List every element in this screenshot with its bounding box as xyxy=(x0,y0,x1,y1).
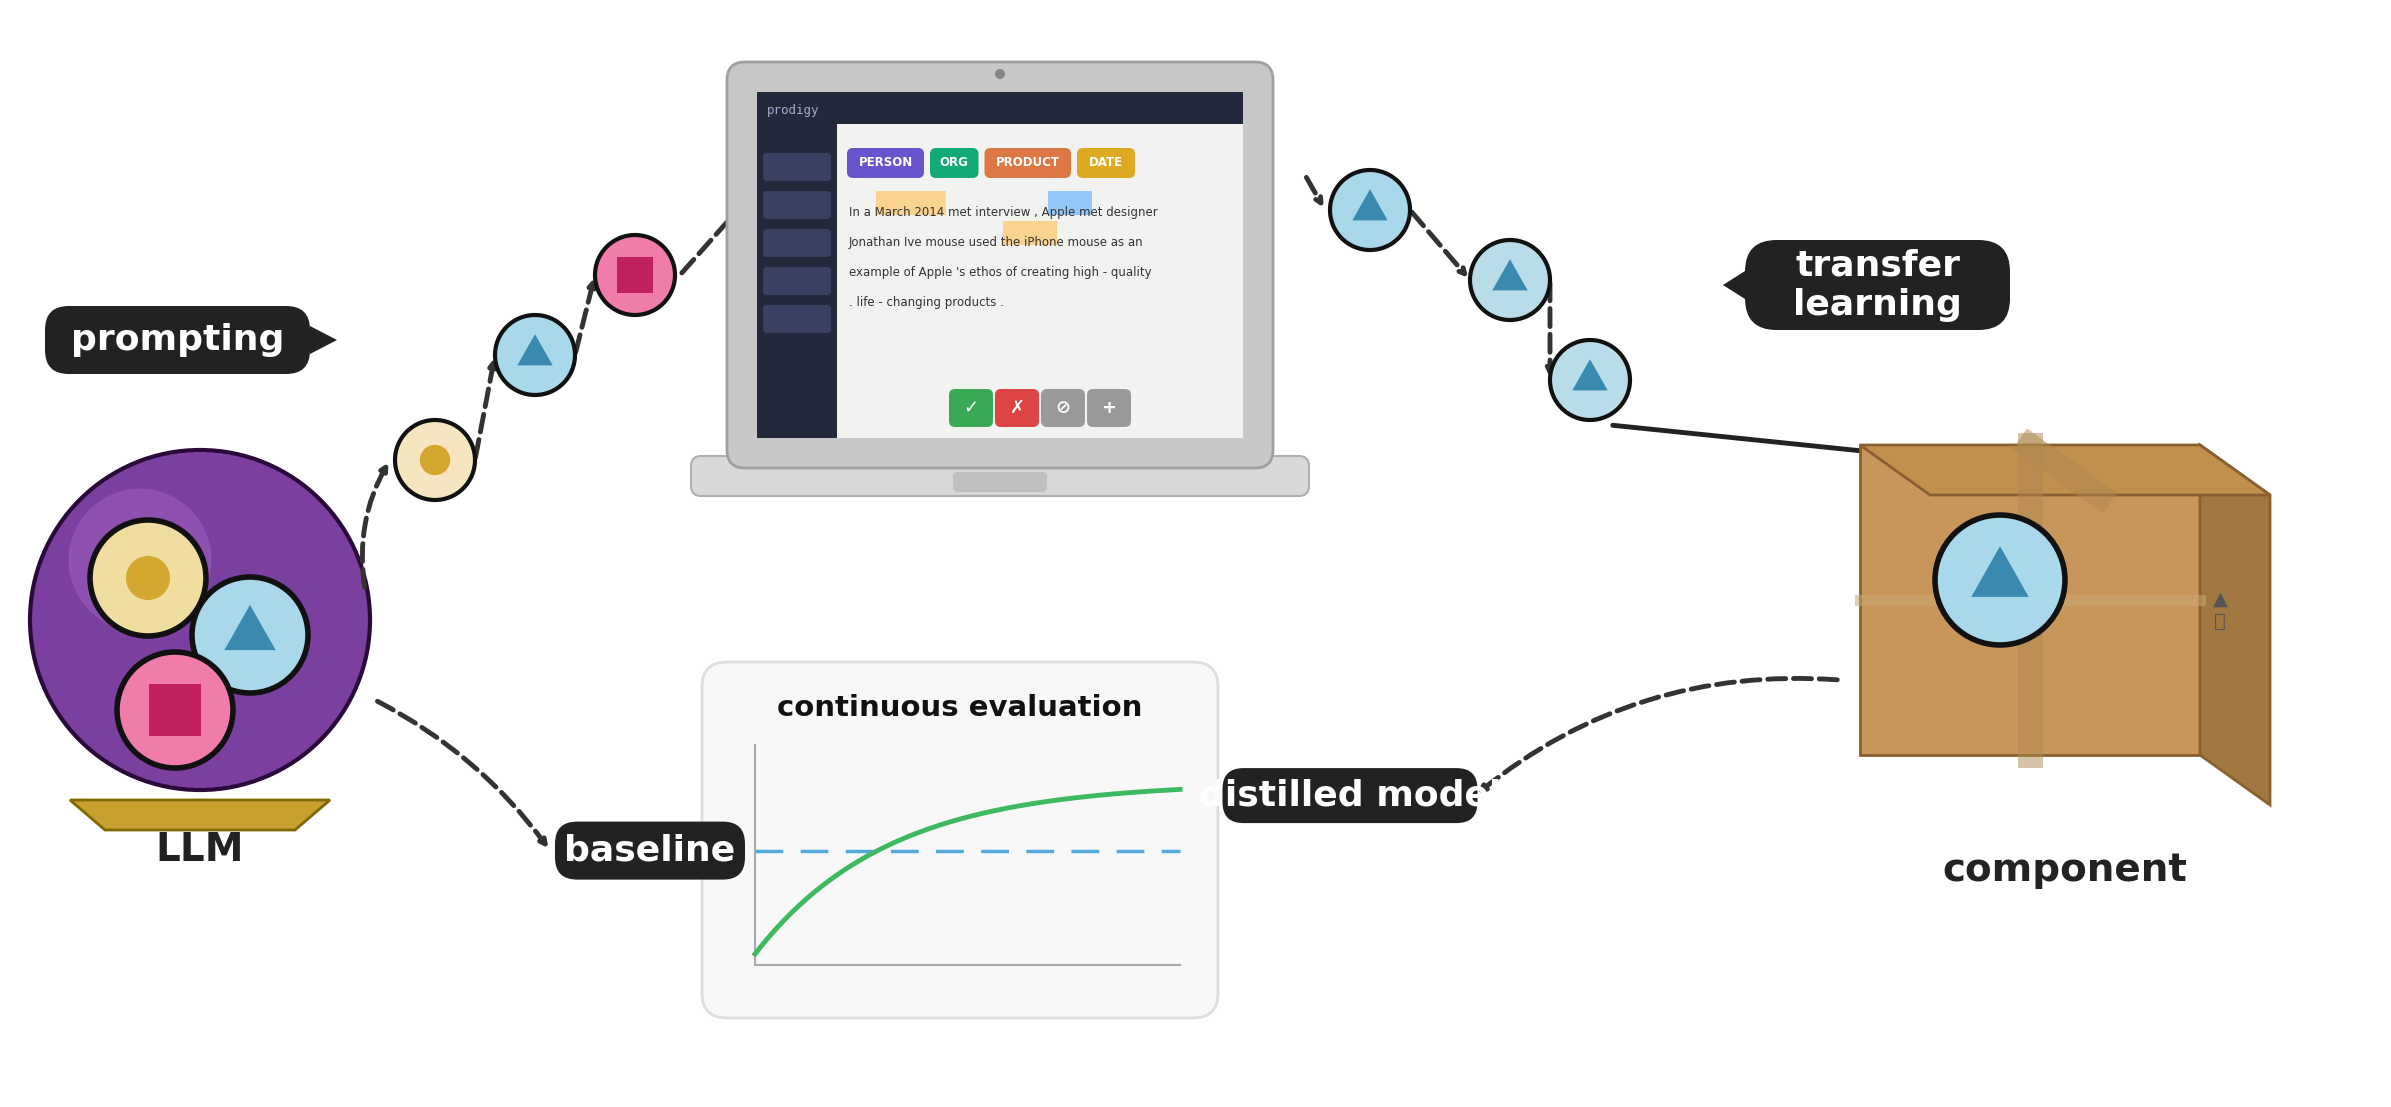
Text: ⊘: ⊘ xyxy=(1054,399,1071,417)
FancyBboxPatch shape xyxy=(1222,768,1478,824)
FancyBboxPatch shape xyxy=(930,148,978,178)
FancyBboxPatch shape xyxy=(1047,192,1093,215)
FancyBboxPatch shape xyxy=(763,229,832,257)
Polygon shape xyxy=(225,604,275,650)
Polygon shape xyxy=(1970,546,2028,597)
FancyBboxPatch shape xyxy=(45,306,311,374)
Text: example of Apple 's ethos of creating high - quality: example of Apple 's ethos of creating hi… xyxy=(849,266,1152,279)
Text: DATE: DATE xyxy=(1088,156,1124,169)
Text: ✓: ✓ xyxy=(964,399,978,417)
Text: transfer
learning: transfer learning xyxy=(1793,248,1963,322)
FancyBboxPatch shape xyxy=(875,192,947,215)
FancyBboxPatch shape xyxy=(846,148,923,178)
Text: LLM: LLM xyxy=(155,831,244,869)
FancyBboxPatch shape xyxy=(954,472,1047,492)
Text: ✗: ✗ xyxy=(1009,399,1026,417)
Circle shape xyxy=(1934,515,2066,645)
FancyBboxPatch shape xyxy=(727,62,1272,468)
Text: ▲
ᚼ: ▲ ᚼ xyxy=(2212,590,2228,631)
FancyBboxPatch shape xyxy=(949,389,992,427)
Text: continuous evaluation: continuous evaluation xyxy=(777,694,1143,722)
Polygon shape xyxy=(1860,445,2200,755)
FancyBboxPatch shape xyxy=(1076,148,1136,178)
Circle shape xyxy=(421,445,450,475)
Circle shape xyxy=(117,652,232,768)
Circle shape xyxy=(1329,170,1411,250)
FancyBboxPatch shape xyxy=(1040,389,1086,427)
FancyBboxPatch shape xyxy=(763,267,832,294)
Text: . life - changing products .: . life - changing products . xyxy=(849,296,1004,309)
Circle shape xyxy=(69,488,210,631)
FancyBboxPatch shape xyxy=(763,192,832,219)
FancyBboxPatch shape xyxy=(703,662,1217,1018)
Text: component: component xyxy=(1941,851,2188,889)
Circle shape xyxy=(91,520,206,637)
Polygon shape xyxy=(1492,259,1528,290)
Text: prompting: prompting xyxy=(72,323,285,356)
Circle shape xyxy=(995,69,1004,79)
Circle shape xyxy=(595,235,674,315)
Polygon shape xyxy=(1860,445,2269,495)
Polygon shape xyxy=(1573,359,1607,391)
Text: In a March 2014 met interview , Apple met designer: In a March 2014 met interview , Apple me… xyxy=(849,206,1157,219)
FancyBboxPatch shape xyxy=(1088,389,1131,427)
FancyBboxPatch shape xyxy=(555,821,746,880)
Circle shape xyxy=(495,315,574,395)
Circle shape xyxy=(395,420,476,500)
Circle shape xyxy=(31,451,371,790)
FancyBboxPatch shape xyxy=(758,92,1243,438)
FancyBboxPatch shape xyxy=(763,153,832,182)
Polygon shape xyxy=(69,800,330,830)
Polygon shape xyxy=(311,325,337,354)
Polygon shape xyxy=(2200,445,2269,805)
FancyBboxPatch shape xyxy=(1002,221,1057,245)
Text: +: + xyxy=(1102,399,1117,417)
FancyBboxPatch shape xyxy=(837,92,1243,438)
Text: prodigy: prodigy xyxy=(768,104,820,117)
Polygon shape xyxy=(1353,189,1387,220)
Circle shape xyxy=(127,556,170,600)
Text: PRODUCT: PRODUCT xyxy=(995,156,1059,169)
Circle shape xyxy=(191,577,308,693)
Polygon shape xyxy=(516,334,552,365)
FancyBboxPatch shape xyxy=(691,456,1308,496)
FancyBboxPatch shape xyxy=(763,306,832,333)
Circle shape xyxy=(1470,240,1549,320)
FancyBboxPatch shape xyxy=(758,92,1243,124)
Polygon shape xyxy=(148,684,201,736)
Text: PERSON: PERSON xyxy=(858,156,913,169)
Polygon shape xyxy=(617,257,653,293)
Text: ORG: ORG xyxy=(940,156,968,169)
Text: distilled model: distilled model xyxy=(1198,778,1502,813)
FancyBboxPatch shape xyxy=(995,389,1040,427)
Text: baseline: baseline xyxy=(564,834,736,868)
Circle shape xyxy=(1549,340,1631,420)
FancyBboxPatch shape xyxy=(758,92,837,438)
FancyBboxPatch shape xyxy=(1745,240,2011,330)
Text: Jonathan Ive mouse used the iPhone mouse as an: Jonathan Ive mouse used the iPhone mouse… xyxy=(849,236,1143,249)
FancyBboxPatch shape xyxy=(985,148,1071,178)
Polygon shape xyxy=(1724,271,1745,299)
